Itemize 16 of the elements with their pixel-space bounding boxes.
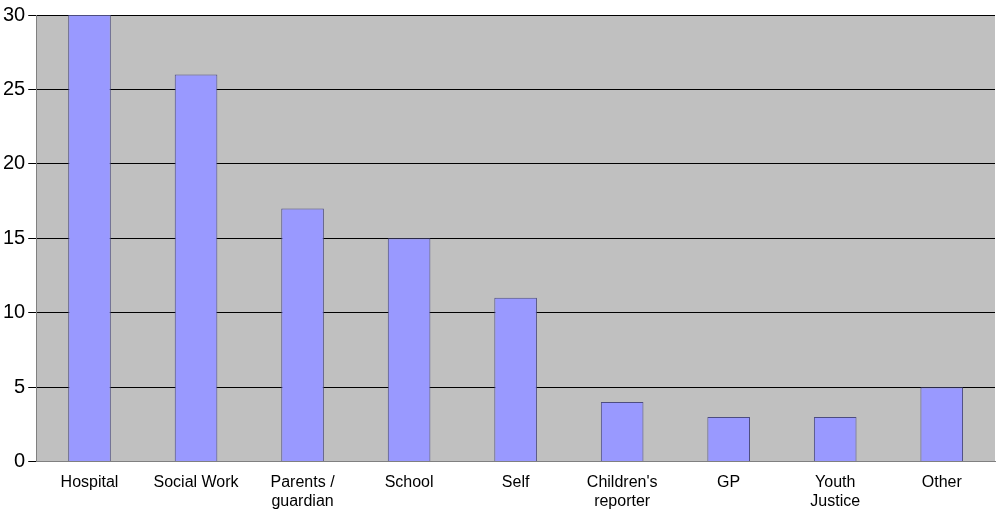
x-tick-label: Social Work bbox=[153, 472, 240, 490]
y-tick-label: 5 bbox=[14, 374, 26, 397]
y-tick-label: 30 bbox=[3, 2, 26, 25]
y-tick-label: 15 bbox=[3, 225, 26, 248]
y-tick-label: 10 bbox=[3, 300, 26, 323]
x-tick-label: School bbox=[384, 472, 434, 490]
x-tick-label: Hospital bbox=[60, 472, 119, 490]
x-tick-label: Other bbox=[921, 472, 963, 490]
x-tick-label: Parents / guardian bbox=[270, 472, 336, 509]
x-tick-label: Children's reporter bbox=[586, 472, 658, 509]
x-tick-label: GP bbox=[717, 472, 741, 490]
y-tick-label: 25 bbox=[3, 76, 26, 99]
y-tick-label: 0 bbox=[14, 449, 26, 472]
y-tick-label: 20 bbox=[3, 151, 26, 174]
x-tick-label: Self bbox=[501, 472, 530, 490]
x-tick-label: Youth Justice bbox=[810, 472, 861, 509]
